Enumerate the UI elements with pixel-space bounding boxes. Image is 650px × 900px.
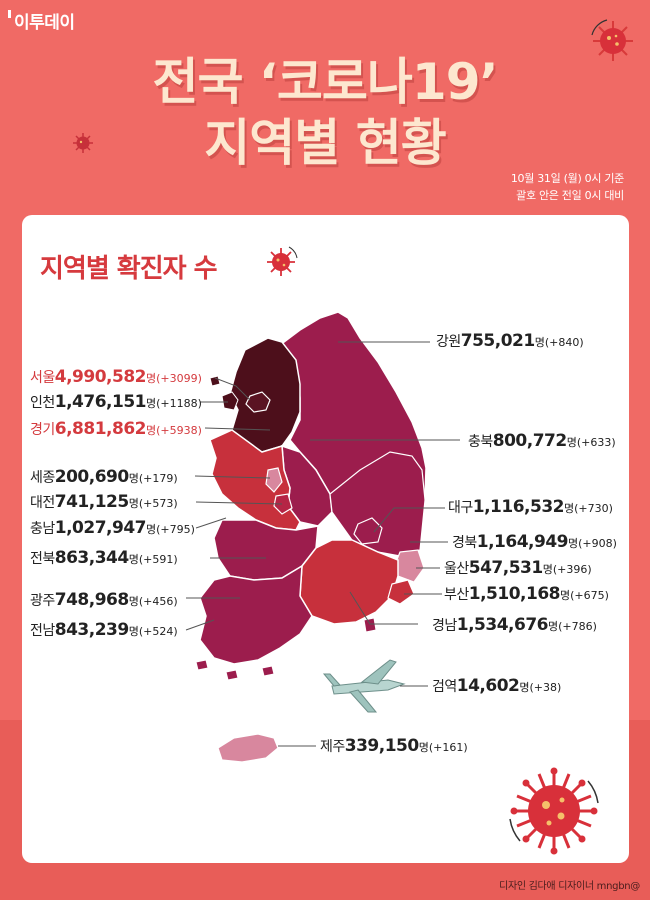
label-jeonbuk: 전북863,344명(+591) — [30, 548, 178, 568]
label-jeonnam: 전남843,239명(+524) — [30, 620, 178, 640]
virus-icon — [509, 767, 599, 855]
virus-icon — [267, 246, 298, 276]
label-gwangju: 광주748,968명(+456) — [30, 590, 178, 610]
region-incheon — [209, 375, 239, 411]
label-sejong: 세종200,690명(+179) — [30, 467, 178, 487]
page-title-line1: 전국 ‘코로나19’ — [152, 53, 499, 111]
label-daejeon: 대전741,125명(+573) — [30, 492, 178, 512]
region-jeju — [217, 733, 279, 763]
label-busan: 부산1,510,168명(+675) — [444, 584, 609, 604]
label-gyeongnam: 경남1,534,676명(+786) — [432, 615, 597, 635]
region-jeonnam — [199, 564, 313, 665]
label-jeju: 제주339,150명(+161) — [320, 736, 468, 756]
region-ulsan — [395, 549, 425, 583]
region-busan — [387, 579, 415, 605]
virus-icon — [73, 133, 93, 153]
brand-name: 이투데이 — [14, 13, 75, 33]
region-daejeon — [273, 493, 293, 515]
brand-logo: 이투데이 — [8, 8, 75, 33]
region-seoul — [245, 391, 271, 413]
card-title: 지역별 확진자 수 — [40, 254, 218, 284]
page-title-line2: 지역별 현황 — [204, 114, 446, 172]
region-gyeongbuk — [329, 451, 426, 557]
label-quarantine: 검역14,602명(+38) — [432, 676, 562, 696]
label-gyeongbuk: 경북1,164,949명(+908) — [452, 532, 617, 552]
basis-comparison: 괄호 안은 전일 0시 대비 — [516, 189, 624, 202]
label-seoul: 서울4,990,582명(+3099) — [30, 367, 202, 387]
label-chungnam: 충남1,027,947명(+795) — [30, 518, 195, 538]
basis-note: 10월 31일 (월) 0시 기준 괄호 안은 전일 0시 대비 — [511, 170, 624, 204]
label-ulsan: 울산547,531명(+396) — [444, 558, 592, 578]
basis-date: 10월 31일 (월) 0시 기준 — [510, 172, 624, 185]
virus-icon — [591, 19, 633, 61]
designer-credit: 디자인 김다애 디자이너 mngbn@ — [499, 881, 640, 892]
label-chungbuk: 충북800,772명(+633) — [468, 431, 616, 451]
label-gangwon: 강원755,021명(+840) — [436, 331, 584, 351]
airplane-icon — [322, 659, 406, 713]
label-gyeonggi: 경기6,881,862명(+5938) — [30, 419, 202, 439]
label-incheon: 인천1,476,151명(+1188) — [30, 392, 202, 412]
region-islands — [195, 617, 377, 681]
region-daegu — [353, 517, 383, 545]
region-sejong — [265, 467, 283, 493]
label-daegu: 대구1,116,532명(+730) — [448, 497, 613, 517]
